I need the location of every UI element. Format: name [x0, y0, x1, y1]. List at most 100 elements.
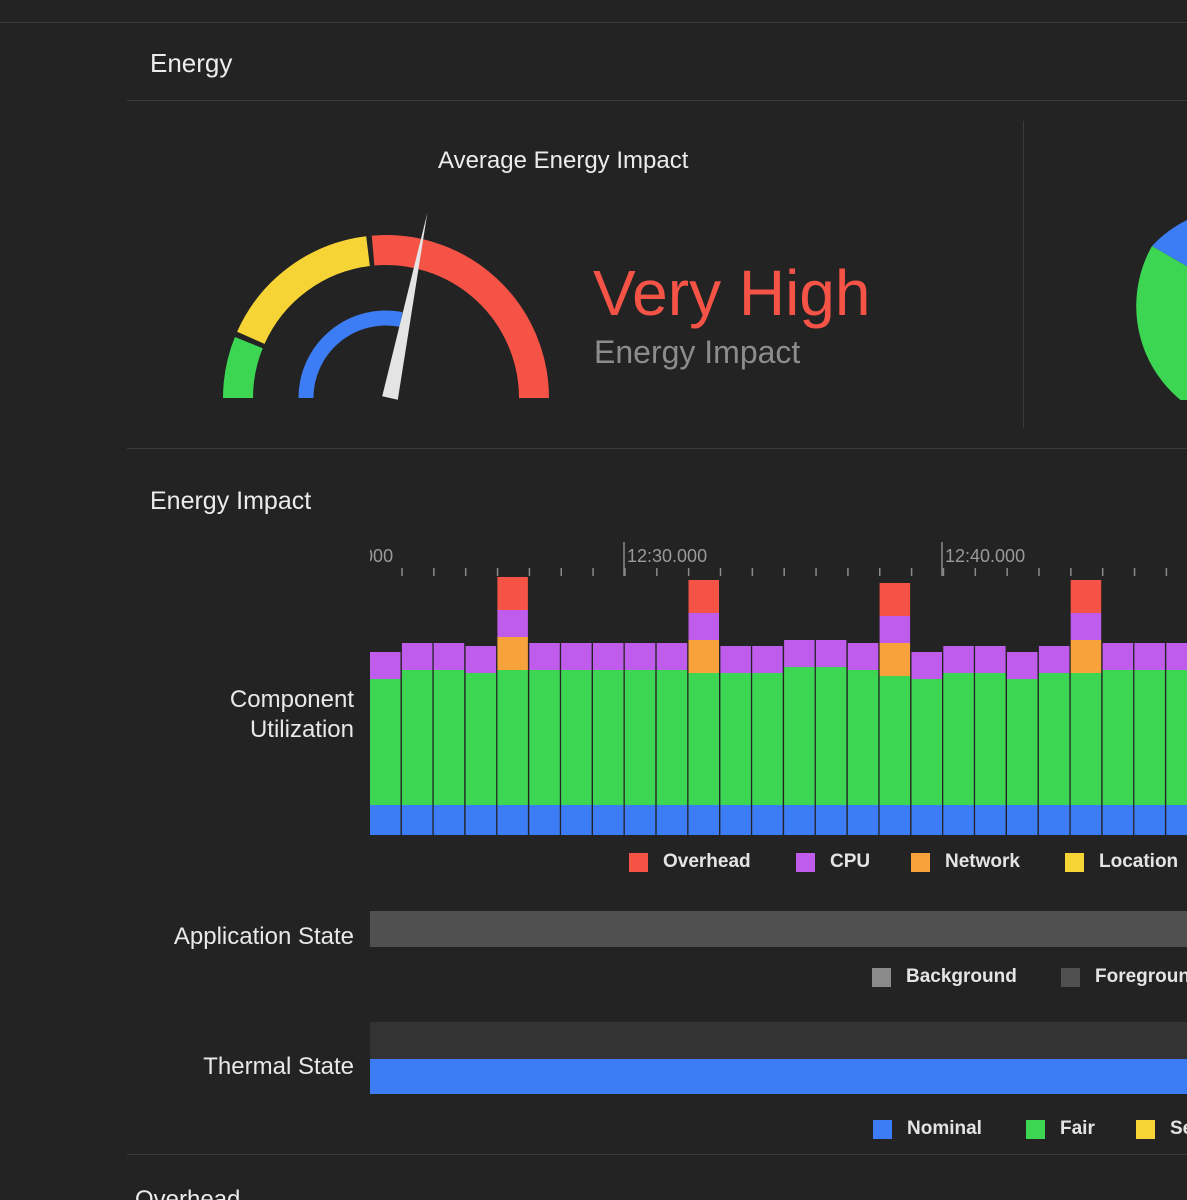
legend-cpu: CPU: [796, 851, 870, 873]
bar-cpu: [401, 643, 433, 670]
legend-nominal: Nominal: [873, 1118, 982, 1140]
bar-cpu: [720, 646, 751, 673]
legend-nominal-label: Nominal: [907, 1118, 982, 1139]
component-utilization-label: Component Utilization: [230, 685, 354, 745]
gauge-segment-low: [223, 336, 263, 399]
energy-level: Very High: [593, 257, 871, 329]
bar-cpu: [975, 646, 1006, 673]
bar-display: [1007, 679, 1038, 805]
section-title: Energy: [150, 48, 233, 78]
bar-cpu: [1134, 643, 1165, 670]
thermal-state-label: Thermal State: [203, 1053, 354, 1080]
legend-network: Network: [911, 851, 1020, 873]
gauge-segment-high: [237, 236, 371, 345]
legend-fair: Fair: [1026, 1118, 1095, 1140]
bar-display: [465, 673, 497, 805]
legend-background-swatch: [872, 967, 891, 987]
bar-cpu: [624, 643, 656, 670]
bar-display: [1038, 673, 1070, 805]
gauge-segment-very-high: [371, 235, 549, 399]
bar-gpu: [688, 805, 719, 835]
bar-gpu: [1102, 805, 1134, 835]
bar-display: [784, 667, 815, 805]
legend-overhead-label: Overhead: [663, 851, 751, 872]
bar-gpu: [943, 805, 974, 835]
bar-cpu: [370, 652, 401, 679]
bar-display: [975, 673, 1006, 805]
legend-overhead-swatch: [629, 852, 648, 872]
gauge-divider: [127, 448, 1187, 449]
bar-overhead: [1070, 580, 1102, 613]
axis-tick-label: 12:20.000: [370, 546, 393, 566]
next-section-title: Overhead: [135, 1186, 241, 1200]
bar-display: [497, 670, 528, 805]
legend-foreground: Foreground: [1061, 966, 1187, 988]
bar-cpu: [529, 643, 560, 670]
bar-network: [497, 637, 528, 670]
bar-display: [1102, 670, 1134, 805]
bottom-divider: [127, 1154, 1187, 1155]
legend-foreground-swatch: [1061, 967, 1080, 987]
energy-breakdown-pie: [1136, 220, 1187, 400]
panel-divider: [1023, 121, 1024, 428]
component-utilization-chart: 12:20.000 12:30.000 12:40.000: [370, 542, 1187, 835]
bar-display: [943, 673, 974, 805]
bar-overhead: [497, 577, 528, 610]
application-state-label: Application State: [173, 923, 354, 950]
legend-serious-label: Serious: [1170, 1118, 1187, 1139]
bar-gpu: [1007, 805, 1038, 835]
legend-overhead: Overhead: [629, 851, 751, 873]
legend-serious: Serious: [1136, 1118, 1187, 1140]
bar-display: [1166, 670, 1187, 805]
bar-cpu: [943, 646, 974, 673]
bar-display: [624, 670, 656, 805]
legend-location-swatch: [1065, 852, 1084, 872]
bar-display: [815, 667, 847, 805]
bar-gpu: [561, 805, 592, 835]
bar-cpu: [1038, 646, 1070, 673]
bar-gpu: [593, 805, 624, 835]
legend-location: Location: [1065, 851, 1178, 873]
legend-network-label: Network: [945, 851, 1020, 872]
legend-background: Background: [872, 966, 1017, 988]
legend-foreground-label: Foreground: [1095, 966, 1187, 987]
component-label-line2: Utilization: [249, 716, 354, 743]
bar-gpu: [433, 805, 465, 835]
bar-cpu: [1007, 652, 1038, 679]
legend-fair-label: Fair: [1060, 1118, 1095, 1139]
header-divider: [127, 100, 1187, 101]
bar-display: [401, 670, 433, 805]
legend-cpu-swatch: [796, 852, 815, 872]
bar-display: [656, 670, 688, 805]
legend-serious-swatch: [1136, 1119, 1155, 1139]
bar-gpu: [1038, 805, 1070, 835]
bar-gpu: [1166, 805, 1187, 835]
thermal-state-nominal-bar: [370, 1059, 1187, 1094]
legend-background-label: Background: [906, 966, 1017, 987]
bar-cpu: [815, 640, 847, 667]
bar-gpu: [465, 805, 497, 835]
bar-display: [752, 673, 783, 805]
axis-tick-label: 12:30.000: [627, 546, 707, 566]
bar-cpu: [752, 646, 783, 673]
bar-cpu: [879, 616, 911, 643]
bar-cpu: [465, 646, 497, 673]
bar-gpu: [815, 805, 847, 835]
bar-cpu: [1070, 613, 1102, 640]
bar-cpu: [1166, 643, 1187, 670]
gauge-needle: [382, 212, 428, 400]
bar-gpu: [752, 805, 783, 835]
bar-network: [1070, 640, 1102, 673]
bar-display: [433, 670, 465, 805]
bar-display: [1134, 670, 1165, 805]
pie-slice-display: [1136, 246, 1187, 400]
bar-cpu: [784, 640, 815, 667]
bar-display: [561, 670, 592, 805]
bar-display: [911, 679, 942, 805]
impact-section-title: Energy Impact: [150, 487, 312, 515]
gauge-title: Average Energy Impact: [438, 147, 689, 174]
bar-gpu: [370, 805, 401, 835]
bar-display: [593, 670, 624, 805]
pie-slice-gpu: [1152, 220, 1187, 267]
bar-display: [529, 670, 560, 805]
